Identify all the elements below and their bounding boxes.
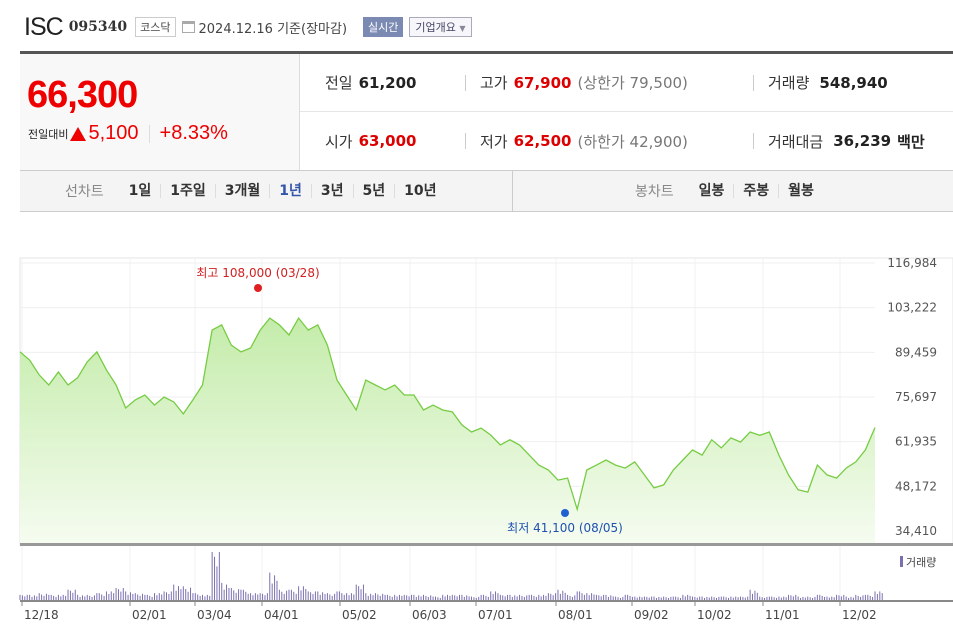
lower-limit-label: 하한가 bbox=[583, 132, 625, 151]
x-tick-label: 12/02 bbox=[842, 608, 877, 622]
x-tick-label: 09/02 bbox=[634, 608, 669, 622]
up-triangle-icon bbox=[70, 126, 87, 141]
min-point bbox=[561, 509, 569, 517]
date-text: 2024.12.16 기준(장마감) bbox=[198, 21, 348, 37]
corp-info-label: 기업개요 bbox=[415, 21, 456, 34]
x-tick-label: 10/02 bbox=[697, 608, 732, 622]
x-tick-label: 12/18 bbox=[24, 608, 59, 622]
tab-candle_tabs-2[interactable]: 월봉 bbox=[778, 184, 823, 198]
y-tick-label: 75,697 bbox=[895, 390, 937, 404]
x-tick-label: 07/01 bbox=[478, 608, 513, 622]
volume-legend: 거래량 bbox=[906, 556, 936, 569]
y-tick-label: 34,410 bbox=[895, 524, 937, 538]
price-change: 전일대비 5,100 +8.33% bbox=[28, 122, 228, 145]
tab-candle_tabs-1[interactable]: 주봉 bbox=[733, 184, 778, 198]
stock-header: ISC 095340 코스닥 2024.12.16 기준(장마감) 실시간 기업… bbox=[24, 12, 472, 42]
line-chart-title: 선차트 bbox=[65, 184, 104, 200]
volume-label: 거래량 bbox=[768, 74, 810, 92]
base-date: 2024.12.16 기준(장마감) bbox=[181, 18, 348, 37]
max-point bbox=[254, 284, 262, 292]
current-price: 66,300 bbox=[27, 74, 138, 116]
x-tick-label: 08/01 bbox=[558, 608, 593, 622]
market-badge: 코스닥 bbox=[135, 17, 176, 37]
tab-line_tabs-2[interactable]: 3개월 bbox=[214, 184, 270, 198]
amount-unit: 백만 bbox=[897, 132, 925, 151]
low-value: 62,500 bbox=[513, 132, 572, 150]
x-tick-label: 05/02 bbox=[342, 608, 377, 622]
open-label: 시가 bbox=[325, 132, 353, 151]
tab-line_tabs-4[interactable]: 3년 bbox=[310, 184, 353, 198]
change-label: 전일대비 bbox=[28, 128, 69, 141]
x-tick-label: 11/01 bbox=[765, 608, 800, 622]
y-tick-label: 48,172 bbox=[895, 479, 937, 493]
chevron-down-icon: ▼ bbox=[459, 24, 466, 33]
stock-code: 095340 bbox=[68, 19, 128, 35]
corp-info-dropdown[interactable]: 기업개요 ▼ bbox=[409, 17, 472, 37]
tab-line_tabs-5[interactable]: 5년 bbox=[352, 184, 395, 198]
chart-tabs: 선차트 1일 1주일 3개월 1년 3년 5년 10년 봉차트 일봉 주봉 월봉 bbox=[20, 170, 953, 212]
tab-line_tabs-3[interactable]: 1년 bbox=[269, 184, 311, 198]
tab-line_tabs-1[interactable]: 1주일 bbox=[160, 184, 215, 198]
divider bbox=[20, 51, 953, 54]
change-percent: +8.33% bbox=[159, 122, 228, 144]
calendar-icon bbox=[181, 21, 195, 33]
amount-value: 36,239 bbox=[833, 132, 892, 150]
tab-line_tabs-6[interactable]: 10년 bbox=[394, 184, 445, 198]
x-tick-label: 06/03 bbox=[412, 608, 447, 622]
price-line bbox=[19, 316, 876, 512]
upper-limit-value: 79,500 bbox=[629, 74, 683, 92]
divider bbox=[148, 124, 150, 143]
lower-limit-value: 42,900 bbox=[629, 132, 683, 151]
y-tick-label: 89,459 bbox=[895, 345, 937, 359]
high-label: 고가 bbox=[480, 74, 508, 92]
prev-label: 전일 bbox=[325, 74, 353, 92]
x-tick-label: 02/01 bbox=[132, 608, 167, 622]
x-tick-label: 04/01 bbox=[264, 608, 299, 622]
x-tick-label: 03/04 bbox=[197, 608, 232, 622]
volume-legend-swatch bbox=[900, 556, 903, 567]
tab-candle_tabs-0[interactable]: 일봉 bbox=[698, 183, 725, 199]
amount-label: 거래대금 bbox=[768, 132, 824, 151]
tab-line_tabs-0[interactable]: 1일 bbox=[128, 183, 152, 199]
realtime-button[interactable]: 실시간 bbox=[363, 17, 404, 37]
volume-value: 548,940 bbox=[819, 73, 888, 92]
max-label: 최고 108,000 (03/28) bbox=[196, 266, 319, 280]
high-value: 67,900 bbox=[513, 73, 572, 92]
chart-separator bbox=[20, 543, 953, 546]
low-label: 저가 bbox=[480, 132, 508, 151]
candle-chart-title: 봉차트 bbox=[635, 184, 674, 200]
price-panel: 66,300 전일대비 5,100 +8.33% bbox=[20, 54, 300, 170]
y-tick-label: 116,984 bbox=[887, 256, 937, 270]
prev-value: 61,200 bbox=[358, 73, 417, 92]
stats-panel: 전일 61,200 고가 67,900 (상한가 79,500) 거래량 548,940… bbox=[300, 54, 953, 170]
price-area bbox=[20, 318, 875, 545]
y-tick-label: 103,222 bbox=[887, 301, 937, 315]
upper-limit-label: 상한가 bbox=[583, 74, 625, 92]
open-value: 63,000 bbox=[358, 132, 417, 150]
stock-name: ISC bbox=[24, 12, 64, 41]
y-tick-label: 61,935 bbox=[895, 435, 937, 449]
price-chart[interactable]: 116,984 103,222 89,459 75,697 61,935 48,172 34… bbox=[0, 240, 953, 643]
change-value: 5,100 bbox=[88, 122, 139, 144]
min-label: 최저 41,100 (08/05) bbox=[507, 521, 623, 535]
